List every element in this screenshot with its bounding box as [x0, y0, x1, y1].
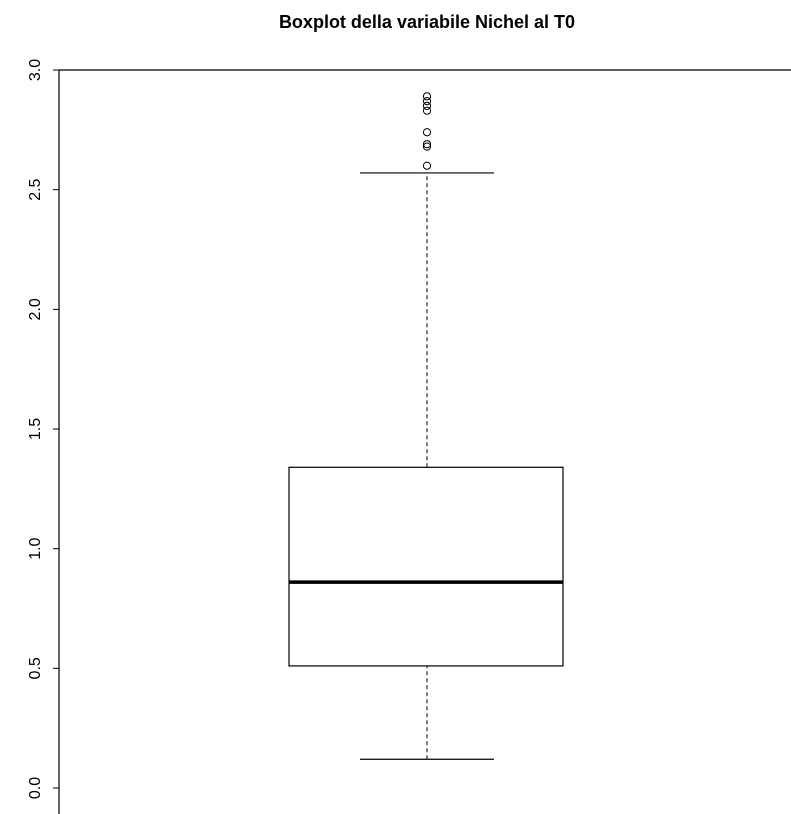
outlier-points [422, 92, 432, 170]
y-axis: 0.0 0.5 1.0 1.5 2.0 2.5 3.0 [27, 59, 791, 814]
outlier-point [422, 142, 432, 151]
outlier-point [422, 140, 432, 149]
outlier-point [422, 128, 432, 137]
y-tick-label: 3.0 [27, 59, 44, 81]
outlier-point [422, 101, 432, 111]
outlier-point [422, 161, 432, 170]
boxplot-box [288, 172, 564, 760]
outlier-point [422, 97, 432, 106]
chart-title: Boxplot della variabile Nichel al T0 [279, 12, 575, 32]
y-tick-label: 0.0 [27, 777, 44, 799]
y-tick-label: 1.5 [27, 418, 44, 440]
y-tick-label: 2.0 [27, 298, 44, 320]
interquartile-box [288, 466, 564, 667]
outlier-point [422, 106, 432, 115]
y-tick-label: 0.5 [27, 657, 44, 679]
y-tick-label: 1.0 [27, 537, 44, 559]
y-tick-label: 2.5 [27, 178, 44, 200]
outlier-point [422, 92, 432, 101]
